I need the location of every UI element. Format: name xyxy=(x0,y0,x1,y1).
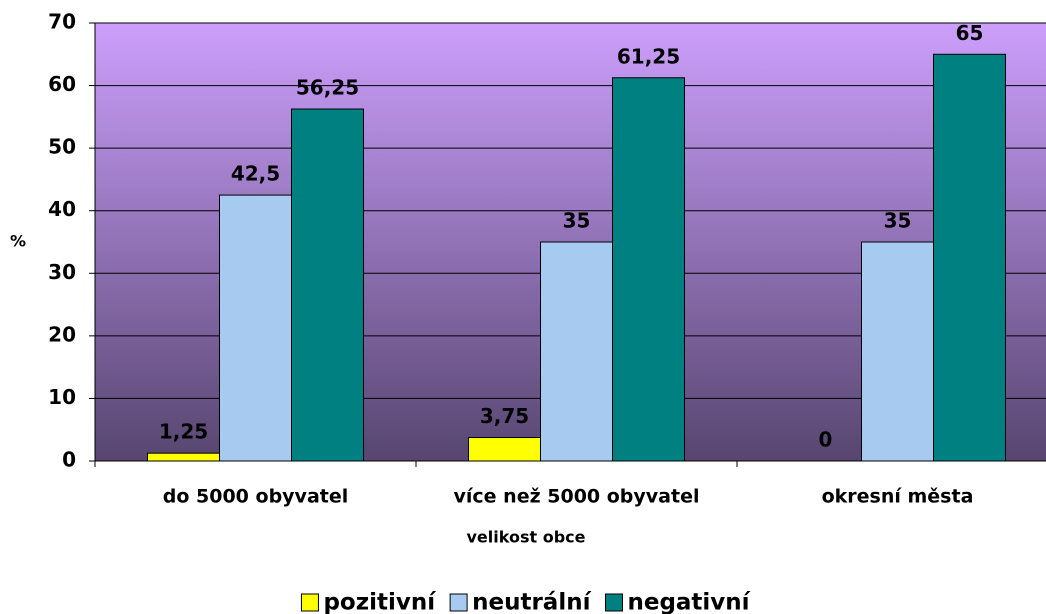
bar xyxy=(933,53,1006,462)
bar xyxy=(468,437,541,462)
value-label: 1,25 xyxy=(159,420,208,444)
legend: pozitivní neutrální negativní xyxy=(300,590,751,614)
value-label: 3,75 xyxy=(480,404,529,428)
bar xyxy=(147,452,220,462)
y-tick-label: 40 xyxy=(48,197,76,221)
legend-swatch xyxy=(300,593,319,612)
y-tick-label: 70 xyxy=(48,10,76,34)
y-tick-label: 60 xyxy=(48,72,76,96)
legend-label: neutrální xyxy=(472,590,591,614)
legend-swatch xyxy=(604,593,623,612)
y-tick-label: 20 xyxy=(48,322,76,346)
value-label: 42,5 xyxy=(231,162,280,186)
value-label: 35 xyxy=(884,209,912,233)
y-tick-label: 10 xyxy=(48,385,76,409)
legend-label: pozitivní xyxy=(323,590,436,614)
bar xyxy=(612,77,685,462)
y-tick-label: 0 xyxy=(62,448,76,472)
value-label: 56,25 xyxy=(296,76,359,100)
bar xyxy=(219,194,292,462)
value-label: 65 xyxy=(956,21,984,45)
bar xyxy=(540,241,613,462)
x-axis-title: velikost obce xyxy=(467,528,586,547)
x-tick-label: do 5000 obyvatel xyxy=(163,486,349,508)
value-label: 61,25 xyxy=(617,44,680,68)
x-tick-label: okresní města xyxy=(822,486,974,508)
y-axis-title: % xyxy=(10,232,26,251)
bar xyxy=(291,108,364,462)
x-tick-label: více než 5000 obyvatel xyxy=(454,486,700,508)
legend-swatch xyxy=(449,593,468,612)
y-tick-label: 50 xyxy=(48,135,76,159)
value-label: 0 xyxy=(819,428,833,452)
bar xyxy=(861,241,934,462)
value-label: 35 xyxy=(563,209,591,233)
legend-label: negativní xyxy=(627,590,750,614)
y-tick-label: 30 xyxy=(48,260,76,284)
